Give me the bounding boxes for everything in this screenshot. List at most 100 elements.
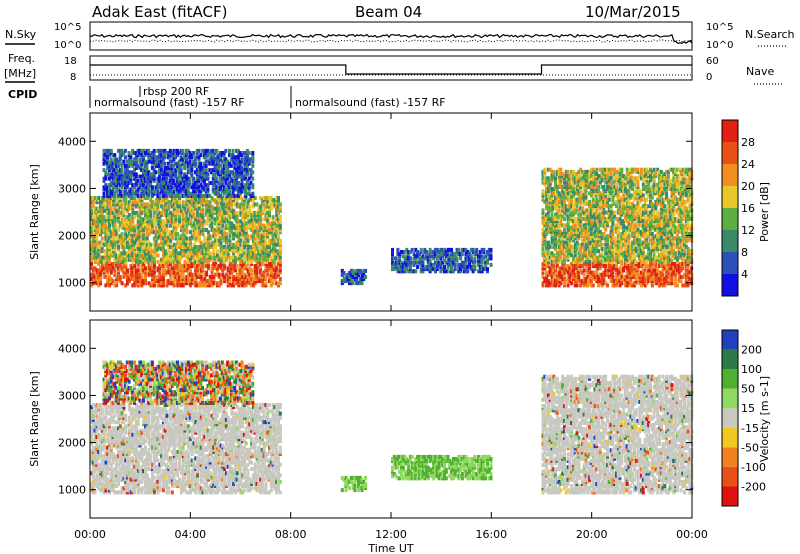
echo-cell	[113, 170, 117, 175]
echo-cell	[138, 238, 142, 243]
echo-cell	[543, 255, 547, 260]
echo-cell	[91, 236, 95, 241]
echo-cell	[131, 247, 135, 252]
echo-cell	[269, 221, 273, 226]
echo-cell	[437, 262, 441, 267]
echo-cell	[142, 240, 146, 245]
echo-cell	[598, 279, 602, 284]
echo-cell	[417, 252, 421, 257]
echo-cell	[237, 238, 241, 243]
echo-cell	[215, 227, 219, 232]
echo-cell	[100, 196, 104, 200]
echo-cell	[625, 270, 629, 275]
echo-cell	[645, 274, 649, 279]
echo-cell	[448, 269, 452, 274]
echo-cell	[613, 264, 617, 269]
echo-cell	[116, 148, 120, 153]
echo-cell	[199, 200, 203, 205]
echo-cell	[111, 242, 115, 247]
echo-cell	[149, 189, 153, 194]
echo-cell	[140, 223, 144, 228]
echo-cell	[215, 272, 219, 277]
echo-cell	[262, 251, 266, 256]
echo-cell	[241, 215, 245, 220]
echo-cell	[120, 217, 124, 222]
echo-cell	[124, 198, 128, 203]
echo-cell	[232, 255, 236, 260]
echo-cell	[183, 227, 187, 232]
echo-cell	[106, 157, 110, 162]
echo-cell	[443, 258, 446, 263]
echo-cell	[233, 181, 237, 185]
echo-cell	[145, 210, 149, 215]
echo-cell	[113, 247, 117, 252]
echo-cell	[559, 210, 563, 215]
echo-cell	[546, 262, 550, 266]
echo-cell	[650, 268, 654, 273]
echo-cell	[183, 217, 187, 222]
echo-cell	[260, 272, 264, 277]
echo-cell	[607, 268, 611, 273]
echo-cell	[426, 252, 430, 257]
echo-cell	[154, 247, 158, 252]
echo-cell	[434, 247, 437, 252]
echo-cell	[165, 187, 169, 192]
echo-cell	[115, 225, 119, 230]
echo-cell	[219, 157, 222, 162]
echo-cell	[228, 193, 231, 198]
echo-cell	[99, 279, 102, 284]
echo-cell	[561, 272, 565, 277]
echo-cell	[199, 277, 203, 281]
echo-cell	[446, 252, 450, 257]
echo-cell	[100, 249, 104, 254]
echo-cell	[169, 213, 173, 217]
echo-cell	[170, 196, 174, 200]
echo-cell	[190, 272, 194, 277]
echo-cell	[129, 155, 133, 160]
echo-cell	[91, 266, 95, 271]
echo-cell	[104, 187, 108, 192]
echo-cell	[219, 176, 222, 181]
echo-cell	[453, 254, 457, 259]
echo-cell	[109, 181, 113, 185]
echo-cell	[206, 236, 210, 241]
echo-cell	[140, 210, 144, 215]
echo-cell	[631, 274, 635, 279]
echo-cell	[172, 272, 176, 277]
echo-cell	[235, 155, 239, 160]
echo-cell	[248, 219, 252, 224]
echo-cell	[262, 277, 266, 281]
echo-cell	[144, 245, 147, 249]
echo-cell	[111, 247, 115, 252]
echo-cell	[163, 191, 167, 196]
echo-cell	[174, 251, 178, 256]
echo-cell	[93, 221, 97, 226]
echo-cell	[208, 223, 212, 228]
echo-cell	[275, 225, 279, 230]
echo-cell	[235, 240, 239, 245]
echo-cell	[248, 198, 252, 203]
echo-cell	[271, 198, 275, 203]
echo-cell	[172, 172, 176, 177]
echo-cell	[563, 279, 566, 284]
echo-cell	[206, 266, 210, 271]
echo-cell	[572, 178, 575, 183]
echo-cell	[548, 244, 552, 249]
echo-cell	[106, 266, 110, 271]
echo-cell	[142, 270, 146, 275]
echo-cell	[193, 163, 197, 168]
echo-cell	[167, 153, 170, 158]
echo-cell	[120, 268, 124, 273]
echo-cell	[554, 199, 557, 204]
echo-cell	[192, 227, 196, 232]
echo-cell	[208, 257, 212, 262]
echo-cell	[120, 232, 124, 237]
echo-cell	[194, 270, 198, 275]
echo-cell	[541, 180, 545, 185]
echo-cell	[142, 249, 146, 254]
echo-cell	[268, 227, 271, 232]
echo-cell	[242, 236, 246, 241]
echo-cell	[543, 277, 547, 281]
echo-cell	[245, 153, 249, 158]
echo-cell	[217, 185, 221, 190]
